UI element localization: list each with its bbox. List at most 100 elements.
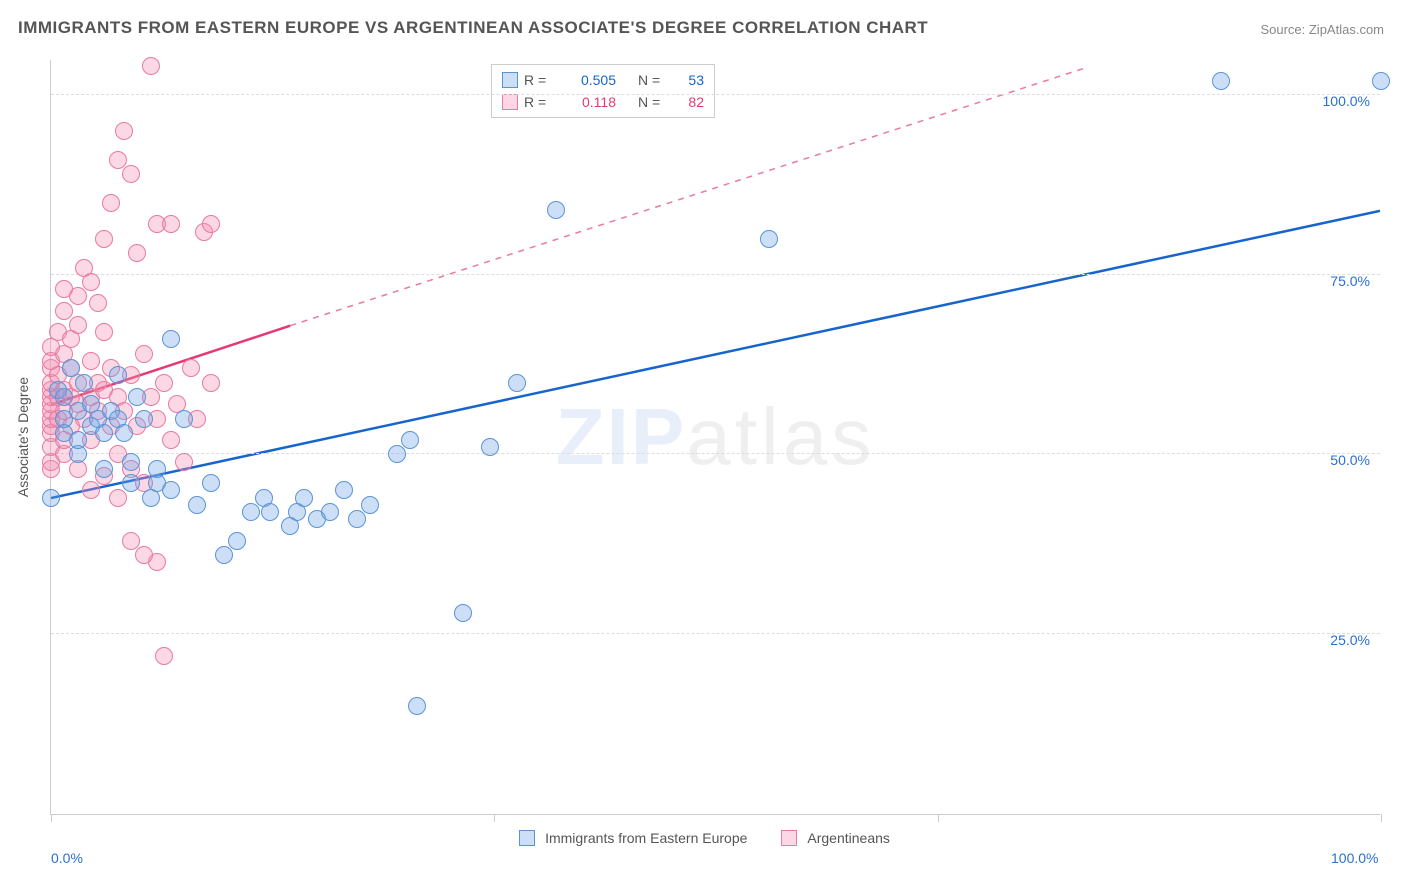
scatter-point — [228, 532, 246, 550]
scatter-point — [109, 366, 127, 384]
scatter-point — [89, 294, 107, 312]
scatter-point — [202, 474, 220, 492]
scatter-point — [348, 510, 366, 528]
scatter-point — [1212, 72, 1230, 90]
gridline — [51, 453, 1380, 454]
chart-title: IMMIGRANTS FROM EASTERN EUROPE VS ARGENT… — [18, 18, 928, 38]
scatter-point — [162, 215, 180, 233]
watermark-zip: ZIP — [556, 392, 686, 481]
trend-lines — [51, 60, 1380, 814]
scatter-point — [55, 388, 73, 406]
scatter-point — [335, 481, 353, 499]
scatter-point — [102, 194, 120, 212]
scatter-point — [454, 604, 472, 622]
scatter-point — [122, 532, 140, 550]
scatter-point — [175, 410, 193, 428]
scatter-point — [122, 453, 140, 471]
scatter-point — [115, 122, 133, 140]
scatter-point — [155, 647, 173, 665]
scatter-point — [215, 546, 233, 564]
x-tick — [51, 814, 52, 822]
scatter-point — [202, 374, 220, 392]
scatter-point — [760, 230, 778, 248]
scatter-point — [481, 438, 499, 456]
scatter-point — [69, 431, 87, 449]
scatter-point — [128, 244, 146, 262]
legend-bottom: Immigrants from Eastern Europe Argentinea… — [51, 829, 1380, 846]
x-tick-label: 100.0% — [1331, 850, 1378, 866]
legend-label: Immigrants from Eastern Europe — [545, 830, 747, 846]
legend-label: Argentineans — [807, 830, 890, 846]
x-tick — [494, 814, 495, 822]
gridline — [51, 633, 1380, 634]
scatter-point — [401, 431, 419, 449]
scatter-point — [82, 481, 100, 499]
scatter-point — [242, 503, 260, 521]
scatter-point — [122, 165, 140, 183]
scatter-point — [55, 302, 73, 320]
scatter-point — [388, 445, 406, 463]
r-label: R = — [524, 69, 560, 91]
scatter-point — [261, 503, 279, 521]
n-label: N = — [638, 69, 668, 91]
watermark: ZIPatlas — [556, 391, 875, 483]
gridline — [51, 94, 1380, 95]
scatter-point — [547, 201, 565, 219]
scatter-point — [69, 287, 87, 305]
plot-area: Associate's Degree ZIPatlas R =0.505N =5… — [50, 60, 1380, 815]
x-tick — [938, 814, 939, 822]
legend-stats: R =0.505N =53R =0.118N =82 — [491, 64, 715, 118]
y-tick-label: 75.0% — [1330, 273, 1370, 289]
scatter-point — [95, 323, 113, 341]
scatter-point — [148, 460, 166, 478]
watermark-atlas: atlas — [686, 392, 875, 481]
scatter-point — [508, 374, 526, 392]
x-tick-label: 0.0% — [51, 850, 83, 866]
scatter-point — [295, 489, 313, 507]
scatter-point — [135, 345, 153, 363]
scatter-point — [162, 481, 180, 499]
scatter-point — [182, 359, 200, 377]
scatter-point — [175, 453, 193, 471]
y-tick-label: 25.0% — [1330, 632, 1370, 648]
n-value: 53 — [674, 69, 704, 91]
scatter-point — [135, 546, 153, 564]
scatter-point — [128, 388, 146, 406]
legend-swatch — [502, 72, 518, 88]
scatter-point — [135, 410, 153, 428]
scatter-point — [75, 374, 93, 392]
scatter-point — [95, 424, 113, 442]
r-value: 0.505 — [566, 69, 616, 91]
gridline — [51, 274, 1380, 275]
scatter-point — [69, 316, 87, 334]
scatter-point — [408, 697, 426, 715]
legend-swatch — [502, 94, 518, 110]
scatter-point — [42, 489, 60, 507]
legend-swatch — [519, 830, 535, 846]
scatter-point — [155, 374, 173, 392]
scatter-point — [142, 57, 160, 75]
x-tick — [1381, 814, 1382, 822]
scatter-point — [361, 496, 379, 514]
legend-stat-row: R = 0.505 N = 53 — [502, 69, 704, 91]
scatter-point — [109, 151, 127, 169]
scatter-point — [109, 489, 127, 507]
scatter-point — [95, 460, 113, 478]
legend-swatch — [781, 830, 797, 846]
scatter-point — [188, 496, 206, 514]
scatter-point — [115, 424, 133, 442]
scatter-point — [162, 431, 180, 449]
scatter-point — [82, 273, 100, 291]
scatter-point — [162, 330, 180, 348]
scatter-point — [62, 359, 80, 377]
y-tick-label: 50.0% — [1330, 452, 1370, 468]
scatter-point — [321, 503, 339, 521]
scatter-point — [1372, 72, 1390, 90]
trend-line — [51, 211, 1380, 498]
scatter-point — [95, 230, 113, 248]
scatter-point — [122, 474, 140, 492]
y-axis-label: Associate's Degree — [15, 377, 31, 497]
source-label: Source: ZipAtlas.com — [1260, 22, 1384, 37]
scatter-point — [82, 352, 100, 370]
y-tick-label: 100.0% — [1323, 93, 1370, 109]
